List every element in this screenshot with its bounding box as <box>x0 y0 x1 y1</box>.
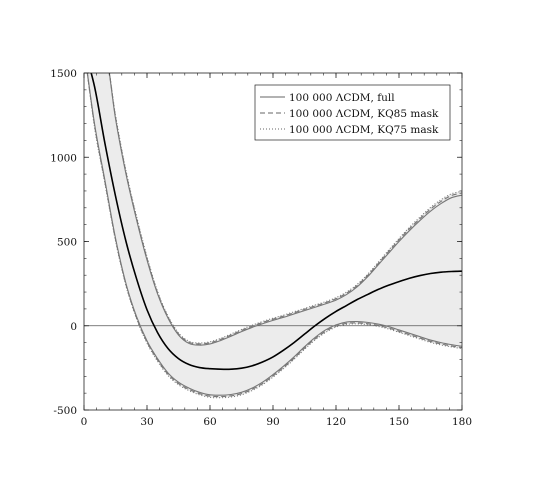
legend-item-kq75: 100 000 ΛCDM, KQ75 mask <box>260 124 439 136</box>
legend: 100 000 ΛCDM, full 100 000 ΛCDM, KQ85 ma… <box>254 84 451 141</box>
tick-layer: 0 30 60 90 120 150 180 -500 0 500 1000 1500 <box>50 68 472 428</box>
confidence-band <box>87 73 462 398</box>
legend-label-full: 100 000 ΛCDM, full <box>289 92 395 104</box>
mean-line-layer <box>90 73 462 371</box>
band-layer <box>84 73 462 398</box>
y-tick-label: 1000 <box>50 152 77 164</box>
legend-label-kq75: 100 000 ΛCDM, KQ75 mask <box>289 124 439 136</box>
y-tick-label: -500 <box>53 405 77 417</box>
series-1-mean-line <box>90 73 462 370</box>
x-tick-label: 0 <box>81 416 88 428</box>
x-tick-label: 30 <box>140 416 153 428</box>
x-tick-label: 60 <box>203 416 216 428</box>
legend-item-full: 100 000 ΛCDM, full <box>260 92 395 104</box>
legend-box <box>254 84 451 141</box>
series-1-lower-edge <box>86 73 462 398</box>
x-tick-label: 90 <box>266 416 279 428</box>
y-tick-label: 1500 <box>50 68 77 80</box>
legend-item-kq85: 100 000 ΛCDM, KQ85 mask <box>260 108 439 120</box>
x-tick-label: 180 <box>452 416 472 428</box>
y-tick-label: 500 <box>57 237 77 249</box>
x-tick-label: 150 <box>389 416 409 428</box>
x-tick-label: 120 <box>326 416 346 428</box>
series-2-upper-edge <box>109 73 462 344</box>
series-2-lower-edge <box>86 73 462 399</box>
band-edge-layer <box>86 73 462 399</box>
legend-label-kq85: 100 000 ΛCDM, KQ85 mask <box>289 108 439 120</box>
y-tick-label: 0 <box>70 321 77 333</box>
